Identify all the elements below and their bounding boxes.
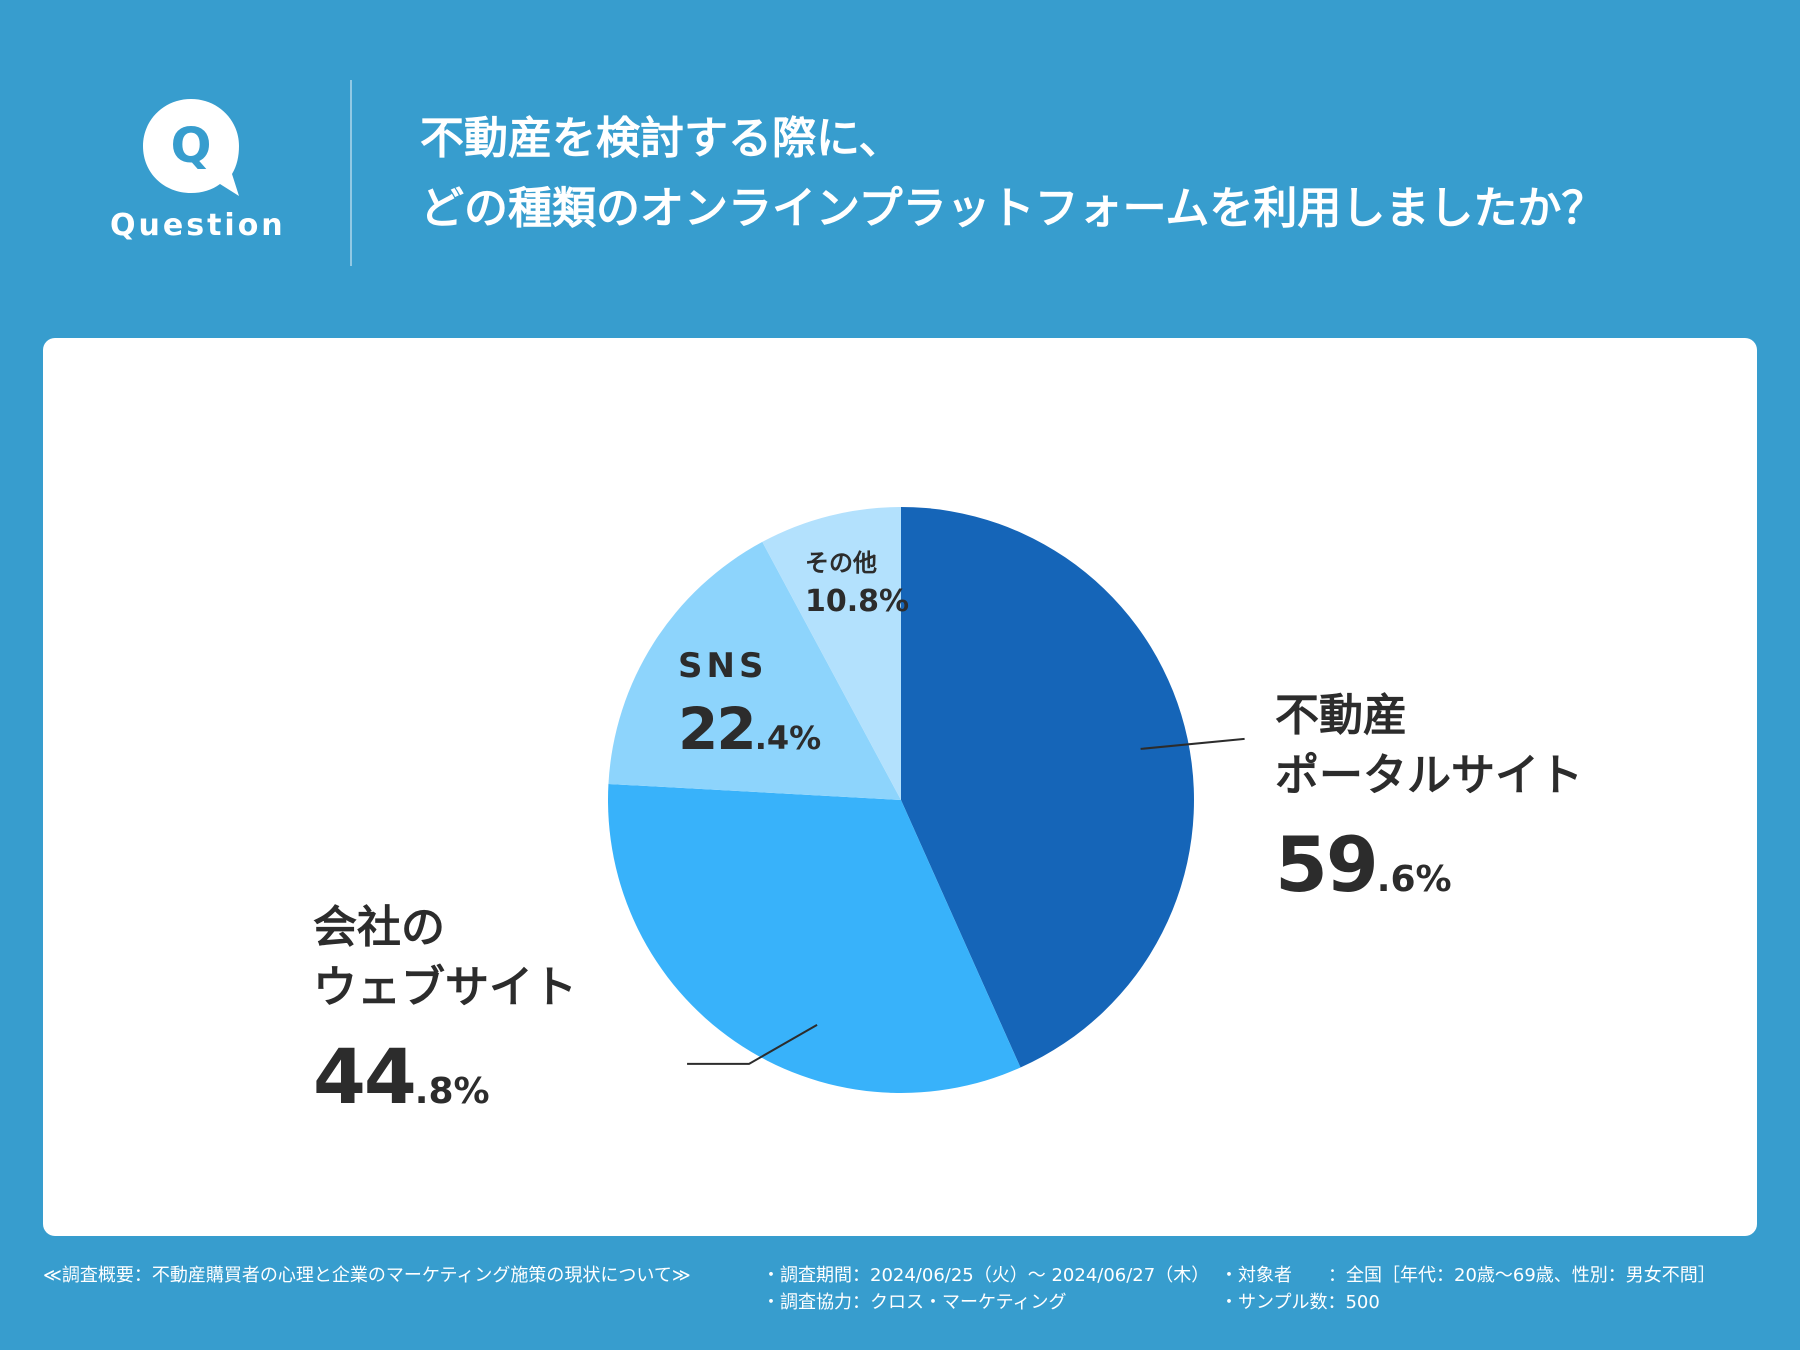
label-portal-value-int: 59 bbox=[1275, 820, 1379, 909]
pie-slice-sns bbox=[608, 541, 901, 800]
title-line-1: 不動産を検討する際に、 bbox=[420, 113, 903, 164]
badge-letter: Q bbox=[171, 118, 212, 174]
footer-period: ・調査期間：2024/06/25（火）〜 2024/06/27（木） bbox=[762, 1265, 1210, 1286]
leader-line-portal bbox=[1140, 737, 1245, 750]
title-line-2: どの種類のオンラインプラットフォームを利用しましたか？ bbox=[420, 183, 1606, 234]
label-other: その他 10.8% bbox=[805, 548, 909, 619]
label-company-name-2: ウェブサイト bbox=[313, 962, 577, 1013]
question-title: 不動産を検討する際に、 どの種類のオンラインプラットフォームを利用しましたか？ bbox=[420, 104, 1760, 244]
label-portal-name-2: ポータルサイト bbox=[1275, 750, 1583, 801]
label-portal: 不動産 ポータルサイト 59.6% bbox=[1275, 686, 1583, 909]
footer-target: ・対象者 ：全国［年代：20歳〜69歳、性別：男女不問］ bbox=[1220, 1265, 1716, 1286]
pie-slice-other bbox=[762, 507, 901, 800]
label-company: 会社の ウェブサイト 44.8% bbox=[313, 898, 577, 1121]
label-sns-value: 22.4% bbox=[678, 695, 821, 763]
badge-word: Question bbox=[110, 208, 286, 243]
leader-line-company bbox=[687, 1023, 818, 1065]
label-company-value-dec: .8% bbox=[414, 1071, 490, 1112]
footer-cooperation: ・調査協力：クロス・マーケティング bbox=[762, 1292, 1067, 1313]
pie-chart bbox=[608, 507, 1245, 1093]
label-portal-name-1: 不動産 bbox=[1275, 690, 1407, 741]
chart-card: 不動産 ポータルサイト 59.6% 会社の ウェブサイト 44.8% SNS 2… bbox=[43, 338, 1757, 1236]
label-company-value-int: 44 bbox=[313, 1032, 417, 1121]
label-sns-value-int: 22 bbox=[678, 695, 757, 763]
label-sns: SNS 22.4% bbox=[678, 645, 821, 763]
header-divider bbox=[350, 80, 352, 266]
label-other-value-int: 10 bbox=[805, 584, 847, 619]
footer-period-block: ・調査期間：2024/06/25（火）〜 2024/06/27（木） ・調査協力… bbox=[762, 1262, 1209, 1316]
speech-bubble-icon: Q bbox=[143, 99, 239, 196]
footer-survey-title: ≪調査概要：不動産購買者の心理と企業のマーケティング施策の現状について≫ bbox=[43, 1265, 691, 1286]
footer-target-block: ・対象者 ：全国［年代：20歳〜69歳、性別：男女不問］ ・サンプル数：500 bbox=[1220, 1262, 1716, 1316]
label-portal-value: 59.6% bbox=[1275, 820, 1583, 909]
label-other-value-dec: .8% bbox=[846, 584, 910, 619]
question-badge: Q Question bbox=[110, 96, 286, 246]
label-other-name: その他 bbox=[805, 549, 877, 577]
footer-sample: ・サンプル数：500 bbox=[1220, 1292, 1380, 1313]
label-portal-value-dec: .6% bbox=[1376, 859, 1452, 900]
label-sns-name: SNS bbox=[678, 646, 768, 686]
label-other-value: 10.8% bbox=[805, 584, 909, 619]
label-company-name-1: 会社の bbox=[313, 902, 445, 953]
label-sns-value-dec: .4% bbox=[754, 719, 822, 757]
pie-slice-portal bbox=[901, 507, 1194, 1068]
label-company-value: 44.8% bbox=[313, 1032, 577, 1121]
pie-slice-company bbox=[608, 783, 1021, 1093]
